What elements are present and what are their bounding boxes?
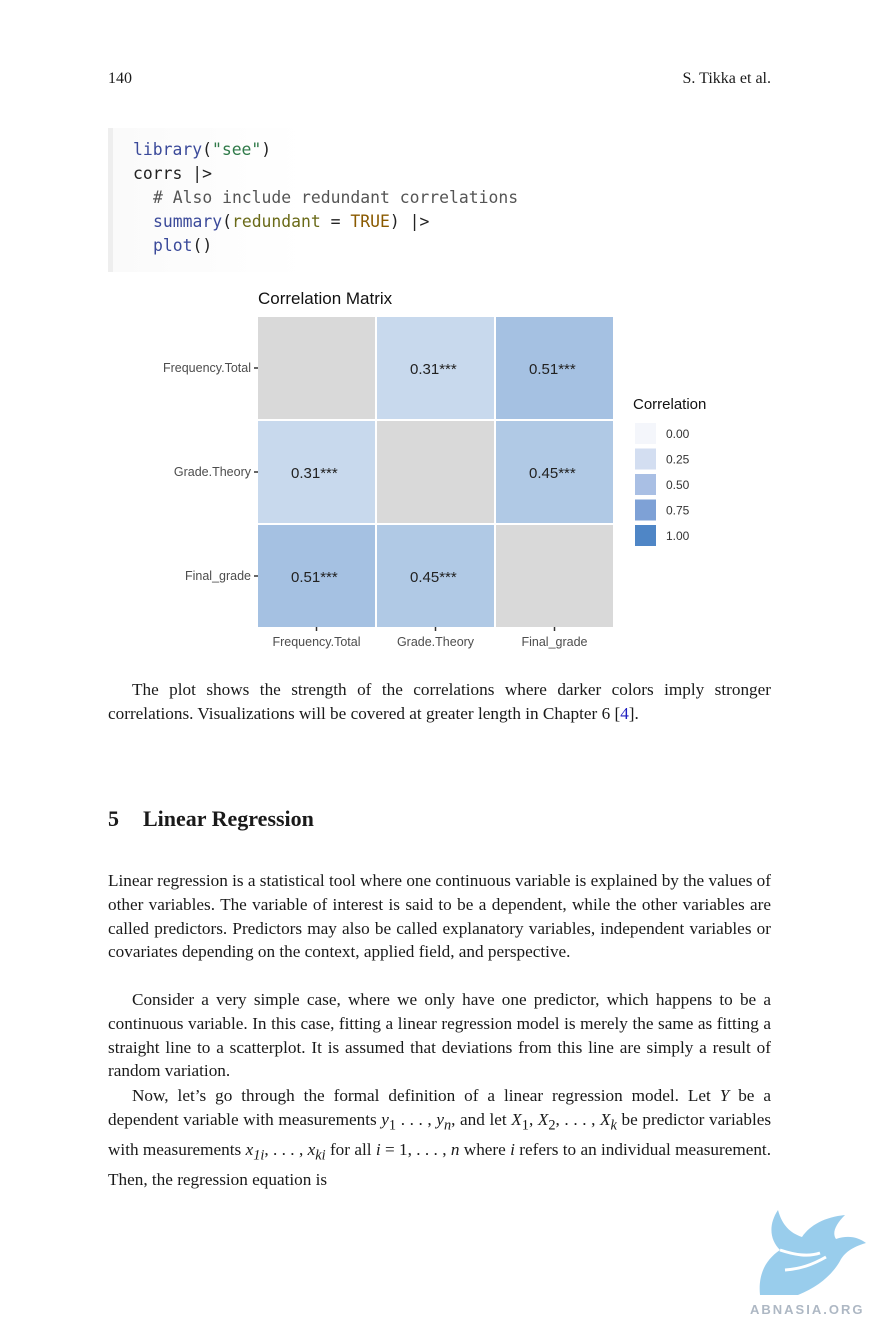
- page-number: 140: [108, 70, 132, 87]
- section-title: Linear Regression: [143, 806, 314, 831]
- plot-caption-paragraph: The plot shows the strength of the corre…: [108, 680, 771, 723]
- x-tick-label: Grade.Theory: [397, 635, 475, 649]
- cell-value-label: 0.31***: [291, 465, 338, 482]
- code-block: library("see") corrs |> # Also include r…: [108, 128, 518, 272]
- griffin-logo-icon: [759, 1210, 866, 1295]
- legend-label: 0.50: [666, 478, 690, 492]
- cell-value-label: 0.45***: [529, 465, 576, 482]
- legend-swatch: [635, 474, 656, 495]
- legend-label: 0.25: [666, 453, 690, 467]
- y-tick-label: Final_grade: [185, 569, 251, 583]
- code-line-library: library("see"): [133, 140, 272, 159]
- legend-label: 0.00: [666, 427, 690, 441]
- correlation-matrix-chart: Correlation Matrix 0.31*** 0.51*** 0.31*** 0…: [163, 289, 706, 649]
- x-tick-label: Frequency.Total: [272, 635, 360, 649]
- legend-label: 1.00: [666, 529, 690, 543]
- y-tick-label: Frequency.Total: [163, 361, 251, 375]
- y-tick-label: Grade.Theory: [174, 465, 252, 479]
- chart-title: Correlation Matrix: [258, 289, 393, 308]
- code-line-summary: summary(redundant = TRUE) |>: [153, 212, 430, 231]
- code-line-plot: plot(): [153, 236, 213, 255]
- heatmap-cell: [496, 317, 613, 419]
- x-tick-label: Final_grade: [521, 635, 587, 649]
- legend-title: Correlation: [633, 396, 706, 413]
- cell-value-label: 0.45***: [410, 569, 457, 586]
- body-paragraph-3: Now, let’s go through the formal definit…: [108, 1086, 772, 1190]
- legend-swatch: [635, 448, 656, 470]
- heatmap-cell: [258, 421, 375, 523]
- section-number: 5: [108, 806, 119, 831]
- cell-value-label: 0.51***: [291, 569, 338, 586]
- watermark-text: ABNASIA.ORG: [750, 1302, 865, 1317]
- cell-value-label: 0.31***: [410, 361, 457, 378]
- running-author-header: S. Tikka et al.: [682, 70, 771, 87]
- cell-value-label: 0.51***: [529, 361, 576, 378]
- heatmap-cell: [496, 421, 613, 523]
- code-line-corrs: corrs |>: [133, 164, 212, 183]
- body-paragraph-2: Consider a very simple case, where we on…: [108, 990, 771, 1081]
- legend-label: 0.75: [666, 504, 690, 518]
- legend-swatch: [635, 423, 656, 444]
- heatmap-cell: [496, 525, 613, 627]
- heatmap-cell: [377, 525, 494, 627]
- heatmap-cell: [377, 421, 494, 523]
- heatmap-cell: [377, 317, 494, 419]
- heatmap-cell: [258, 525, 375, 627]
- citation-link[interactable]: 4: [620, 703, 629, 723]
- code-line-comment: # Also include redundant correlations: [153, 188, 519, 207]
- section-heading: 5 Linear Regression: [108, 806, 314, 832]
- legend-swatch: [635, 499, 656, 521]
- body-paragraph-1: Linear regression is a statistical tool …: [108, 871, 771, 962]
- legend-swatch: [635, 525, 656, 546]
- heatmap-cell: [258, 317, 375, 419]
